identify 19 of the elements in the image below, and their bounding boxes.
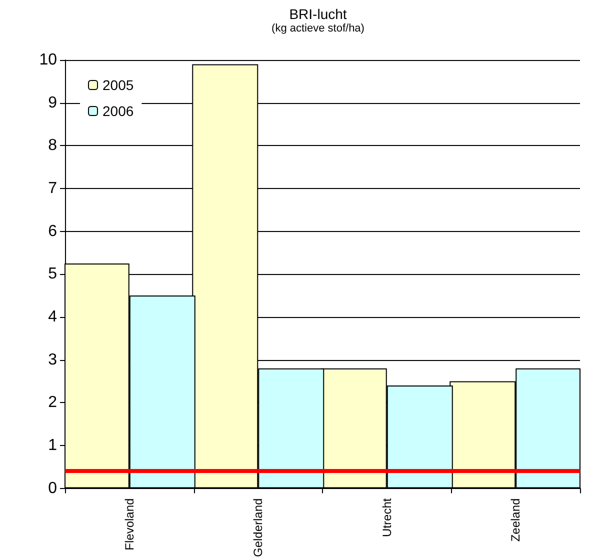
x-tick-label: Gelderland: [251, 498, 266, 558]
chart-title: BRI-lucht: [289, 6, 347, 22]
y-tick-label: 1: [48, 436, 58, 454]
y-tick-label: 0: [48, 480, 58, 497]
y-tick-label: 4: [48, 308, 58, 326]
legend-label: 2005: [102, 77, 134, 93]
y-tick-label: 10: [39, 52, 58, 68]
y-tick-label: 6: [48, 222, 58, 240]
y-tick-label: 8: [48, 137, 58, 154]
legend-label: 2006: [102, 103, 134, 119]
x-tick-label: Flevoland: [122, 498, 136, 550]
x-tick-label: Zeeland: [508, 498, 523, 542]
y-tick-label: 5: [48, 266, 58, 283]
chart-subtitle: (kg actieve stof/ha): [272, 22, 364, 34]
y-tick-label: 3: [48, 351, 58, 368]
y-tick-label: 9: [48, 94, 58, 112]
x-tick-label: Utrecht: [380, 498, 394, 537]
y-tick-label: 7: [48, 180, 58, 197]
y-tick-label: 2: [48, 394, 58, 412]
